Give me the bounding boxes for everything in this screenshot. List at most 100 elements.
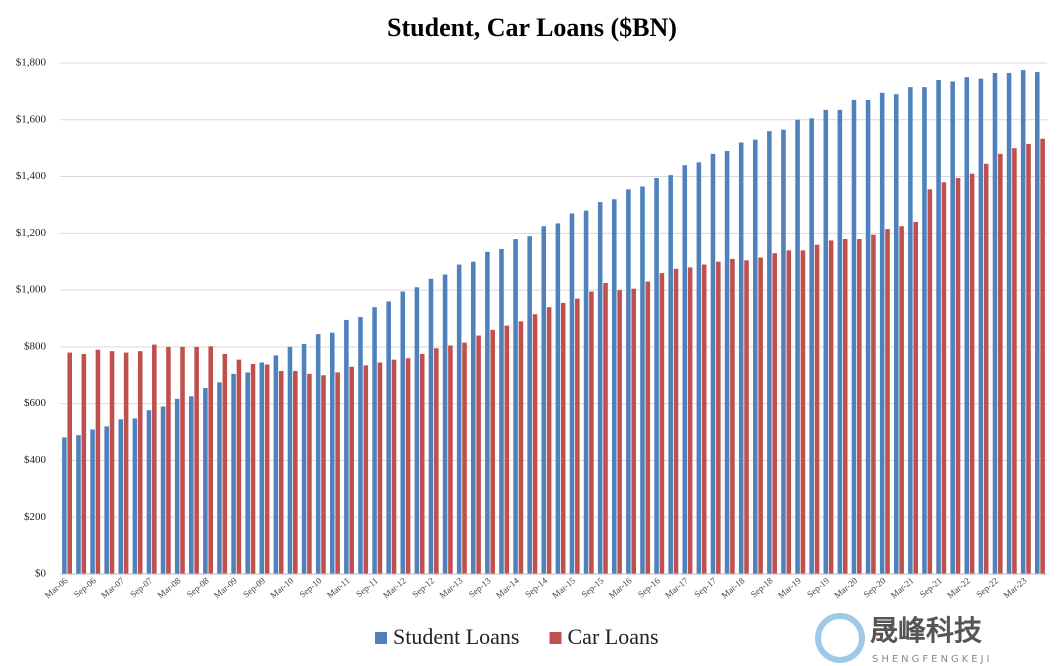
bar bbox=[490, 329, 496, 574]
bar bbox=[109, 351, 115, 574]
bar bbox=[307, 373, 312, 574]
bar bbox=[871, 234, 876, 574]
bar bbox=[470, 261, 476, 574]
bar bbox=[81, 353, 87, 574]
x-tick-label: Sep-13 bbox=[467, 575, 493, 599]
y-tick-label: $1,200 bbox=[16, 227, 47, 239]
y-tick-label: $400 bbox=[24, 454, 47, 466]
bar bbox=[611, 199, 617, 574]
y-tick-label: $1,600 bbox=[16, 113, 47, 125]
x-tick-label: Mar-08 bbox=[155, 575, 182, 600]
bar bbox=[767, 131, 772, 574]
bar bbox=[1040, 138, 1045, 574]
x-tick-label: Mar-20 bbox=[832, 575, 859, 600]
bar bbox=[950, 81, 955, 575]
bar bbox=[329, 332, 335, 574]
bar bbox=[123, 352, 129, 574]
legend-swatch bbox=[549, 632, 562, 644]
bar bbox=[386, 301, 391, 574]
bar bbox=[659, 273, 665, 574]
bar bbox=[964, 77, 970, 574]
y-tick-label: $800 bbox=[24, 340, 47, 352]
x-tick-label: Mar-11 bbox=[325, 575, 352, 600]
bar bbox=[631, 288, 637, 574]
x-tick-label: Sep-21 bbox=[918, 575, 944, 599]
x-tick-label: Mar-15 bbox=[550, 575, 577, 600]
y-tick-label: $1,800 bbox=[16, 57, 47, 69]
y-tick-label: $1,400 bbox=[16, 170, 47, 182]
bar bbox=[476, 335, 481, 574]
bar bbox=[998, 153, 1003, 574]
bar bbox=[414, 287, 420, 574]
x-tick-label: Sep-18 bbox=[749, 575, 775, 599]
bar bbox=[885, 229, 890, 574]
bar bbox=[166, 346, 171, 574]
bar bbox=[518, 321, 524, 574]
bar bbox=[217, 382, 222, 574]
bar bbox=[569, 213, 575, 574]
bar bbox=[377, 362, 383, 574]
bar bbox=[645, 281, 651, 574]
bar bbox=[738, 142, 744, 574]
bar bbox=[786, 250, 792, 574]
bar bbox=[603, 283, 608, 574]
bar bbox=[532, 314, 538, 574]
x-tick-label: Mar-09 bbox=[212, 575, 239, 600]
bar bbox=[837, 109, 843, 574]
y-tick-label: $0 bbox=[35, 568, 47, 580]
x-tick-label: Mar-19 bbox=[776, 575, 803, 600]
x-tick-label: Mar-18 bbox=[719, 575, 746, 600]
bar bbox=[983, 163, 989, 574]
x-tick-label: Sep-07 bbox=[128, 575, 154, 599]
bar bbox=[879, 92, 885, 574]
bar bbox=[696, 162, 702, 574]
x-tick-label: Mar-07 bbox=[99, 575, 126, 600]
bar bbox=[321, 375, 326, 574]
bar bbox=[152, 344, 157, 574]
x-tick-label: Mar-16 bbox=[607, 575, 634, 600]
bar bbox=[180, 346, 185, 574]
bar bbox=[800, 250, 806, 574]
bar bbox=[626, 189, 631, 574]
bar bbox=[575, 298, 580, 574]
x-tick-label: Sep-09 bbox=[241, 575, 267, 599]
x-tick-label: Mar-10 bbox=[268, 575, 295, 600]
x-tick-label: Sep-14 bbox=[523, 575, 549, 599]
bar bbox=[823, 109, 829, 574]
bar bbox=[513, 239, 518, 574]
bar bbox=[744, 260, 749, 574]
bar bbox=[597, 202, 603, 574]
x-tick-label: Sep-12 bbox=[410, 575, 436, 599]
bar bbox=[194, 346, 199, 574]
bar bbox=[560, 302, 566, 574]
watermark-subtext: SHENGFENGKEJI bbox=[872, 654, 993, 665]
bar bbox=[344, 319, 349, 574]
bar bbox=[913, 221, 919, 574]
watermark-text: 晟峰科技 bbox=[870, 614, 982, 647]
x-tick-label: Sep-11 bbox=[354, 575, 380, 599]
bar bbox=[400, 291, 406, 574]
bar bbox=[391, 359, 397, 574]
bar bbox=[504, 325, 510, 574]
x-tick-label: Sep-08 bbox=[185, 575, 211, 599]
x-tick-label: Mar-23 bbox=[1001, 575, 1028, 600]
bar bbox=[541, 226, 547, 574]
x-tick-label: Sep-22 bbox=[974, 575, 1000, 599]
bar bbox=[857, 239, 862, 574]
bar bbox=[555, 223, 561, 574]
bar bbox=[456, 264, 462, 574]
x-tick-label: Sep-16 bbox=[636, 575, 662, 599]
bar bbox=[188, 396, 194, 574]
bar bbox=[710, 153, 716, 574]
bar bbox=[208, 346, 214, 574]
bar bbox=[315, 334, 321, 574]
bar bbox=[814, 244, 820, 574]
bar bbox=[1026, 143, 1031, 575]
bar bbox=[273, 355, 279, 574]
bar bbox=[865, 99, 871, 575]
bar bbox=[668, 175, 673, 574]
bar bbox=[287, 346, 293, 574]
bar bbox=[893, 94, 899, 574]
bar bbox=[90, 429, 95, 574]
